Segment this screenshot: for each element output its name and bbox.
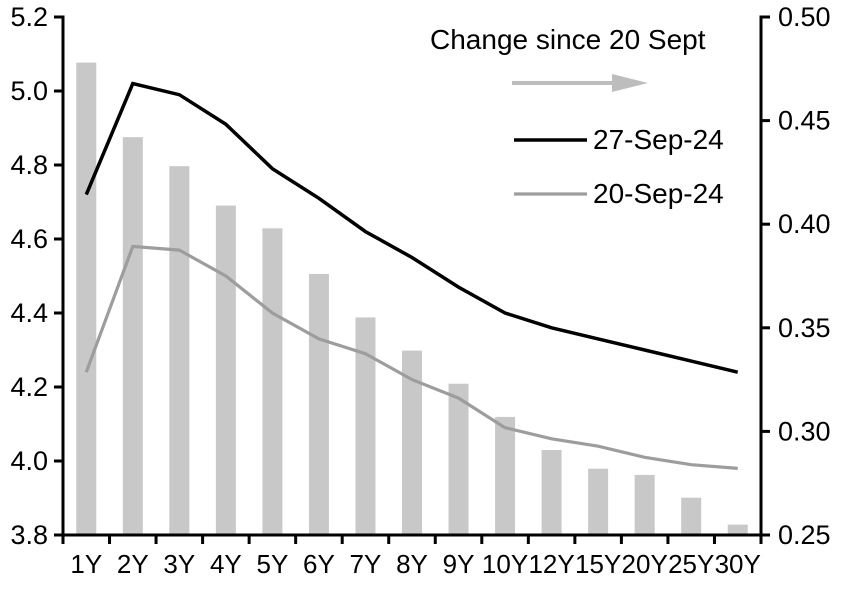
legend-label-27-sep: 27-Sep-24 [593,124,724,155]
right-axis-tick-label: 0.30 [778,416,831,446]
x-axis-label-3Y: 3Y [163,549,195,579]
x-axis-label-5Y: 5Y [256,549,288,579]
bar-3Y [169,166,190,535]
bar-1Y [76,62,97,536]
legend-label-20-sep: 20-Sep-24 [593,178,724,209]
right-axis-tick-label: 0.35 [778,313,831,343]
left-axis-tick-label: 4.2 [10,372,48,402]
left-axis-tick-label: 5.0 [10,76,48,106]
right-axis-tick-label: 0.45 [778,106,831,136]
bar-7Y [355,317,376,535]
bar-15Y [588,468,609,535]
right-axis-tick-label: 0.40 [778,209,831,239]
x-axis-label-6Y: 6Y [303,549,335,579]
bar-5Y [262,228,283,535]
left-axis-tick-label: 4.4 [10,298,48,328]
right-axis-tick-label: 0.50 [778,2,831,32]
bar-12Y [541,450,562,535]
line-swatch-20-sep-icon [514,192,587,196]
legend-item-20-sep: 20-Sep-24 [514,178,724,210]
x-axis-label-30Y: 30Y [715,549,761,579]
x-axis-label-9Y: 9Y [443,549,475,579]
left-axis-tick-label: 4.0 [10,446,48,476]
left-axis-tick-label: 4.6 [10,224,48,254]
left-axis-tick-label: 3.8 [10,520,48,550]
legend-title: Change since 20 Sept [430,24,706,55]
bar-9Y [448,383,469,535]
bar-2Y [122,137,143,535]
x-axis-label-7Y: 7Y [350,549,382,579]
change-arrow-icon [512,74,648,92]
legend-item-27-sep: 27-Sep-24 [514,124,724,156]
series-line-27-Sep-24 [84,81,739,374]
series-line-20-Sep-24 [84,244,738,470]
x-axis-label-20Y: 20Y [622,549,668,579]
x-axis-label-1Y: 1Y [70,549,102,579]
x-axis-label-4Y: 4Y [210,549,242,579]
x-axis-label-15Y: 15Y [575,549,621,579]
x-axis-label-8Y: 8Y [396,549,428,579]
right-axis-tick-label: 0.25 [778,520,831,550]
bar-10Y [495,416,516,535]
x-axis-label-10Y: 10Y [482,549,528,579]
bar-8Y [402,350,422,535]
x-axis-label-2Y: 2Y [117,549,149,579]
x-axis-label-25Y: 25Y [668,549,714,579]
x-axis-label-12Y: 12Y [528,549,574,579]
bar-20Y [634,474,655,535]
bar-30Y [727,524,748,535]
bar-25Y [681,497,702,535]
bar-4Y [215,205,236,535]
left-axis-tick-label: 4.8 [10,150,48,180]
bar-6Y [308,273,329,535]
arrow-head [612,74,648,92]
left-axis-tick-label: 5.2 [10,2,48,32]
line-swatch-27-sep-icon [514,138,587,142]
